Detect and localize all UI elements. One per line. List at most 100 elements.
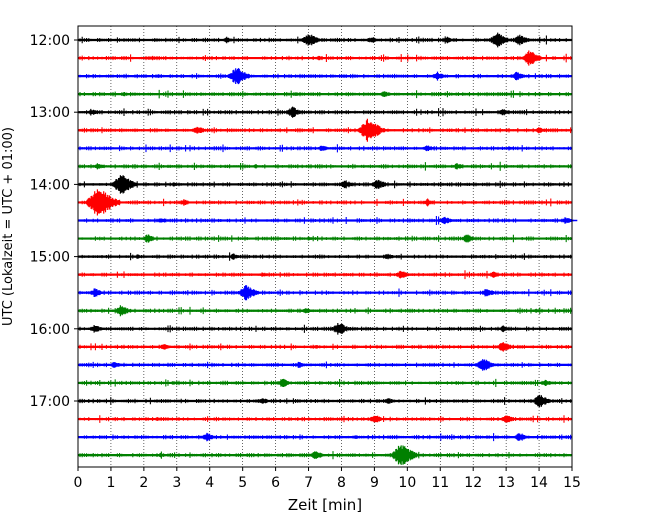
x-tick-label: 3: [172, 475, 181, 491]
x-tick-label: 6: [271, 475, 280, 491]
trace-event: [83, 108, 104, 116]
trace-event: [86, 288, 109, 297]
x-tick-label: 10: [398, 475, 416, 491]
trace-1515: [78, 270, 572, 280]
trace-event: [503, 146, 521, 151]
x-tick-label: 15: [563, 475, 581, 491]
x-tick-label: 7: [304, 475, 313, 491]
trace-1630: [78, 359, 572, 371]
y-axis-label: UTC (Lokalzeit = UTC + 01:00): [1, 127, 16, 326]
trace-event: [106, 362, 127, 368]
trace-event: [348, 435, 366, 439]
trace-1500: [78, 252, 572, 261]
trace-event: [478, 289, 501, 297]
trace-event: [188, 126, 211, 134]
trace-event: [289, 92, 307, 96]
trace-1215: [78, 50, 572, 66]
trace-event: [298, 34, 326, 46]
trace-event: [497, 415, 520, 423]
trace-1345: [78, 161, 572, 171]
trace-event: [312, 55, 330, 61]
x-tick-label: 5: [238, 475, 247, 491]
trace-event: [495, 325, 515, 333]
y-tick-label: 16:00: [30, 322, 70, 338]
trace-event: [380, 398, 400, 404]
trace-event: [302, 236, 320, 241]
trace-event: [167, 381, 185, 385]
plot-frame: [77, 25, 573, 468]
trace-1445: [78, 234, 572, 243]
trace-event: [380, 253, 400, 260]
trace-event: [111, 305, 137, 317]
trace-event: [377, 91, 397, 97]
y-tick-label: 13:00: [30, 105, 70, 121]
trace-1645: [78, 378, 572, 387]
trace-event: [176, 199, 196, 206]
trace-event: [297, 308, 318, 314]
trace-event: [419, 145, 439, 152]
trace-event: [449, 163, 469, 170]
trace-noise: [79, 216, 572, 225]
x-tick-label: 1: [106, 475, 115, 491]
trace-event: [529, 394, 557, 408]
y-tick-label: 12:00: [30, 33, 70, 49]
trace-event: [387, 445, 425, 465]
trace-event: [249, 164, 267, 169]
trace-1615: [78, 342, 572, 352]
trace-event: [150, 417, 168, 421]
trace-1330: [78, 144, 572, 153]
trace-1430: [78, 216, 578, 225]
trace-event: [198, 432, 221, 442]
trace-event: [428, 71, 451, 81]
trace-event: [439, 36, 459, 44]
trace-1415: [78, 189, 572, 216]
trace-event: [144, 56, 162, 60]
trace-event: [558, 217, 578, 224]
x-tick-label: 13: [497, 475, 515, 491]
trace-1300: [78, 106, 572, 118]
trace-event: [224, 68, 257, 85]
trace-noise: [79, 53, 572, 63]
trace-event: [256, 272, 274, 277]
x-axis: 0 1 2 3 4 5 6 7 8 9 10 11 12 13 14 15: [74, 467, 581, 491]
trace-event: [510, 34, 535, 46]
trace-event: [529, 308, 547, 313]
trace-event: [153, 452, 172, 458]
trace-noise: [79, 127, 572, 134]
trace-event: [81, 189, 126, 216]
trace-event: [274, 378, 296, 387]
trace-event: [328, 323, 356, 335]
trace-1200: [78, 32, 572, 48]
trace-event: [368, 179, 394, 189]
trace-event: [511, 433, 533, 441]
trace-event: [167, 182, 185, 187]
trace-1700: [78, 394, 572, 408]
trace-1400: [78, 175, 572, 194]
trace-event: [308, 345, 327, 349]
trace-event: [366, 415, 389, 423]
trace-event: [363, 37, 383, 43]
trace-event: [419, 199, 439, 206]
trace-event: [117, 92, 136, 97]
trace-event: [435, 216, 458, 225]
trace-1600: [78, 323, 572, 335]
trace-noise: [79, 378, 572, 387]
trace-event: [108, 175, 143, 194]
x-tick-label: 14: [530, 475, 548, 491]
trace-1230: [78, 68, 572, 85]
trace-1745: [78, 445, 572, 465]
trace-noise: [79, 397, 572, 405]
trace-event: [150, 74, 168, 78]
trace-event: [218, 36, 239, 44]
trace-1530: [78, 285, 572, 301]
x-tick-label: 12: [464, 475, 482, 491]
trace-1715: [78, 415, 572, 423]
trace-event: [507, 71, 530, 81]
trace-event: [86, 325, 109, 333]
trace-event: [130, 254, 149, 259]
y-axis: 12:00 13:00 14:00 15:00 16:00 17:00: [30, 33, 78, 410]
y-tick-label: 15:00: [30, 250, 70, 266]
trace-1545: [78, 305, 572, 317]
trace-event: [306, 451, 329, 459]
